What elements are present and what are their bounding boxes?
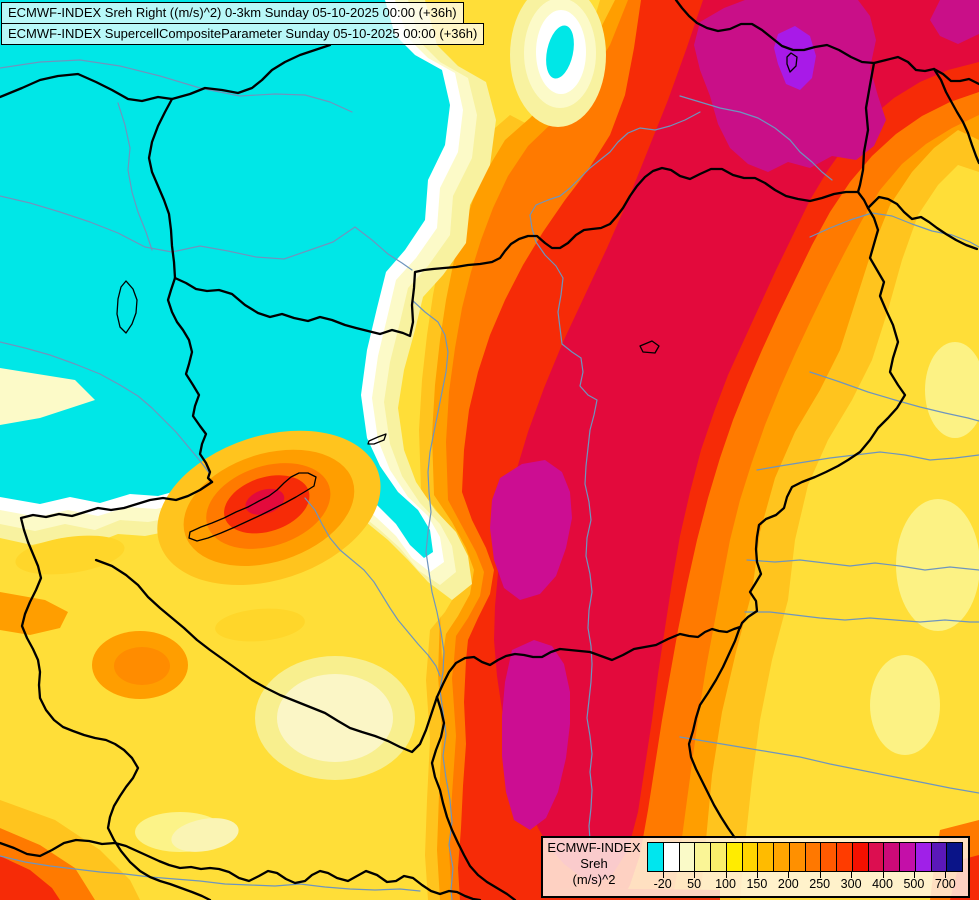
legend-swatch [742,843,759,871]
legend-swatch [789,843,806,871]
lake-tisza-outline [639,340,660,354]
legend-swatch [915,843,932,871]
map-title-line2: ECMWF-INDEX SupercellCompositeParameter … [1,23,485,45]
legend-tick [788,872,790,878]
legend-tick [913,872,915,878]
legend-tick [945,872,947,878]
legend-tick [662,872,664,878]
legend-swatch [679,843,696,871]
legend-tick-label: 300 [840,877,862,891]
legend-color-strip [647,842,963,872]
legend-units: (m/s)^2 [572,872,616,887]
legend-swatch [774,843,790,871]
legend-swatch [900,843,916,871]
lake-balaton-outline [188,472,317,542]
lake-outlines [116,52,798,542]
legend-label: ECMWF-INDEX Sreh (m/s)^2 [543,840,645,888]
legend-swatch [648,843,664,871]
legend-swatch [868,843,885,871]
legend-swatch [852,843,869,871]
legend-tick-label: 700 [934,877,956,891]
legend-tick [725,872,727,878]
legend-swatch [821,843,837,871]
east-pale-patches [870,342,979,755]
cyan-low-helicity-region [0,0,496,600]
legend-swatch [884,843,900,871]
legend-swatch [726,843,743,871]
legend-tick [851,872,853,878]
legend-tick-label: 250 [809,877,831,891]
cyan-teardrop [510,0,606,127]
legend-swatch [663,843,680,871]
legend-tick [819,872,821,878]
legend-swatch [758,843,774,871]
color-scale-legend: ECMWF-INDEX Sreh (m/s)^2 -20 50 100 150 200 2… [541,836,970,898]
map-title-line1: ECMWF-INDEX Sreh Right ((m/s)^2) 0-3km S… [1,2,464,24]
legend-tick [882,872,884,878]
legend-tick-label: 50 [687,877,702,891]
legend-tick-label: 500 [903,877,925,891]
legend-tick-label: 400 [872,877,893,891]
legend-tick-row: -20 50 100 150 200 250 300 400 500 700 [647,872,963,894]
legend-swatch [947,843,962,871]
legend-tick-label: 100 [715,877,736,891]
legend-parameter-name: Sreh [580,856,608,871]
legend-tick [694,872,696,878]
lake-velence-outline [367,433,387,445]
legend-tick-label: 150 [746,877,768,891]
legend-swatch [695,843,711,871]
lake-tatra-outline [786,52,798,73]
lake-neusiedl-outline [116,280,138,334]
legend-tick [756,872,758,878]
legend-swatch [931,843,948,871]
legend-model-name: ECMWF-INDEX [547,840,641,855]
legend-tick-label: 200 [777,877,799,891]
legend-swatch [805,843,822,871]
legend-swatch [711,843,727,871]
river-lines [0,59,979,900]
legend-swatch [837,843,853,871]
legend-tick-label: -20 [653,877,672,891]
